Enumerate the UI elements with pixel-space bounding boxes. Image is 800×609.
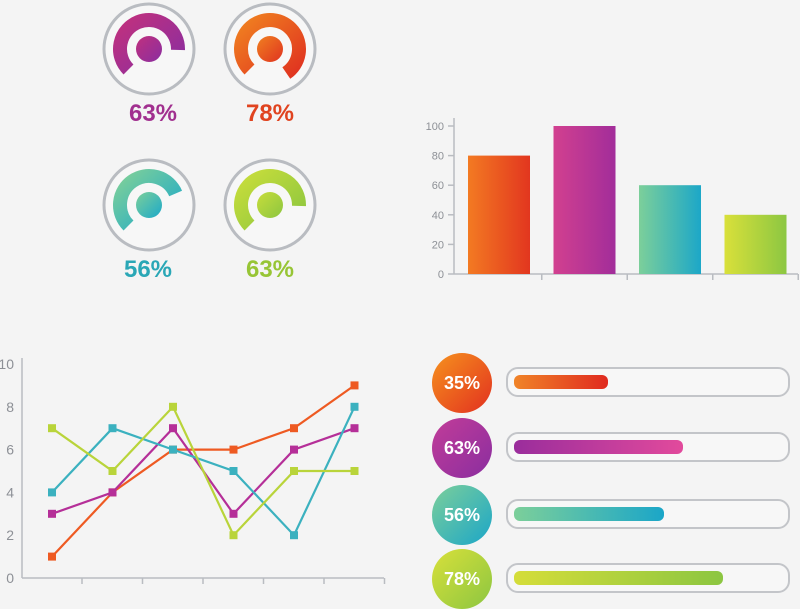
line-y-tick-label: 4 [6,484,14,500]
gauge-center [257,192,283,218]
progress-2-badge: 63% [432,418,492,478]
progress-3-badge: 56% [432,485,492,545]
gauge-arc [113,13,185,75]
gauge-center [136,36,162,62]
gauge-1-label: 63% [128,100,178,127]
progress-4-fill [514,571,724,585]
progress-1-badge: 35% [432,353,492,413]
line-series-1 [51,384,356,558]
progress-4-badge: 78% [432,549,492,609]
line-point [169,445,177,454]
line-point [350,402,359,411]
line-point [48,552,56,561]
gauge-arc [234,169,306,231]
progress-2-fill [514,440,683,454]
line-point [48,509,56,518]
line-point [350,467,359,475]
gauge-1 [102,2,196,96]
line-point [169,402,177,411]
line-series-3 [51,406,356,538]
line-point [290,531,298,540]
bar-y-tick-label: 100 [426,121,444,133]
progress-1-track [506,367,790,397]
progress-3-fill [514,507,665,521]
gauge-4 [223,158,317,252]
gauge-2 [223,2,317,96]
gauge-4-label: 63% [245,256,295,283]
line-point [350,424,359,433]
line-y-tick-label: 2 [6,527,14,543]
bar-y-tick-label: 0 [438,269,444,281]
line-chart: 0 2 4 6 8 10 [0,356,386,586]
line-point [229,467,238,475]
line-point [169,424,177,433]
line-point [290,467,298,475]
progress-3-track [506,499,790,529]
line-point [290,445,298,454]
gauge-arc [234,13,306,79]
line-point [48,424,56,433]
bar-2 [553,126,616,274]
line-point [350,381,359,390]
bar-y-tick-label: 80 [432,151,444,163]
bar-4 [724,214,787,274]
progress-4-track [506,563,790,593]
gauge-3-label: 56% [123,256,173,283]
line-point [229,509,238,518]
gauge-center [257,36,283,62]
gauge-arc [113,169,183,231]
gauge-3 [102,158,196,252]
bar-3 [639,185,701,274]
line-point [290,424,298,433]
line-y-tick-label: 6 [6,442,14,458]
bar-y-tick-label: 60 [432,180,444,192]
line-point [108,467,117,475]
bar-y-tick-label: 20 [432,239,444,251]
bar-chart: 0 20 40 60 80 100 [426,118,799,281]
line-point [229,445,238,454]
bar-1 [468,155,530,274]
line-point [48,488,56,497]
line-y-tick-label: 8 [6,399,14,415]
progress-2-track [506,432,790,462]
gauge-2-label: 78% [245,100,295,127]
progress-1-fill [514,375,608,389]
line-series-4 [51,404,355,538]
line-y-tick-label: 0 [6,570,14,586]
line-point [108,424,117,433]
line-point [229,531,238,540]
line-y-tick-label: 10 [0,356,14,372]
gauge-center [136,192,162,218]
bar-y-tick-label: 40 [432,210,444,222]
line-point [108,488,117,497]
